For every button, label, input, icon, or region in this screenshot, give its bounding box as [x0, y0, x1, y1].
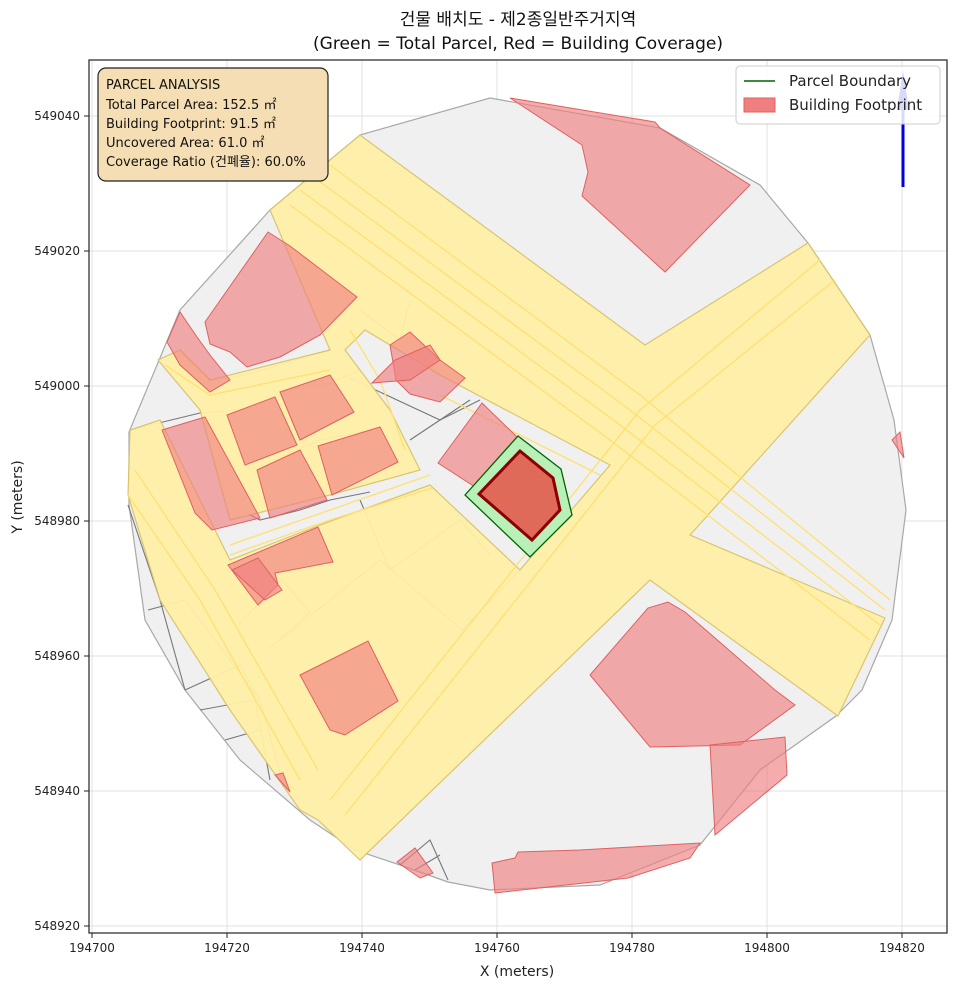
building-se-2 — [709, 736, 788, 837]
x-tick-label: 194700 — [69, 941, 115, 955]
legend: Parcel Boundary Building Footprint — [735, 65, 941, 125]
plot-frame — [88, 59, 948, 934]
info-coverage-ratio: Coverage Ratio (건폐율): 60.0% — [106, 155, 306, 170]
legend-building-label: Building Footprint — [789, 96, 922, 114]
y-tick-label: 548980 — [34, 514, 80, 528]
y-tick-label: 549020 — [34, 244, 80, 258]
y-tick-label: 548960 — [34, 649, 80, 663]
building-s-1 — [491, 842, 701, 894]
building-nw-small — [166, 310, 231, 393]
x-tick-label: 194800 — [744, 941, 790, 955]
x-tick-label: 194760 — [474, 941, 520, 955]
building-w-2 — [279, 374, 355, 441]
x-axis-label: X (meters) — [480, 964, 554, 980]
y-axis: 549040 549020 549000 548980 548960 54894… — [10, 109, 89, 933]
x-tick-label: 194820 — [879, 941, 925, 955]
y-axis-label: Y (meters) — [10, 460, 26, 534]
building-footprints — [161, 97, 905, 894]
info-total-area: Total Parcel Area: 152.5 ㎡ — [105, 98, 276, 113]
building-w-5 — [317, 426, 399, 496]
info-building-footprint: Building Footprint: 91.5 ㎡ — [106, 117, 276, 132]
building-se-large — [589, 601, 796, 748]
x-tick-label: 194740 — [339, 941, 385, 955]
road-lane-lines — [127, 164, 891, 816]
building-nw-large — [204, 231, 358, 368]
chart-title-line2: (Green = Total Parcel, Red = Building Co… — [313, 34, 723, 54]
building-w-4 — [256, 449, 328, 519]
building-north — [509, 97, 751, 273]
info-heading: PARCEL ANALYSIS — [106, 78, 220, 93]
target-building — [476, 448, 562, 543]
parcel-analysis-box: PARCEL ANALYSIS Total Parcel Area: 152.5… — [97, 67, 329, 182]
building-w-1 — [226, 396, 298, 466]
building-sw-1 — [231, 557, 283, 601]
building-center-n2 — [370, 344, 441, 384]
building-sw-2 — [299, 640, 399, 736]
building-e-edge — [891, 430, 905, 459]
info-uncovered-area: Uncovered Area: 61.0 ㎡ — [106, 136, 265, 151]
y-tick-label: 548920 — [34, 919, 80, 933]
x-tick-label: 194720 — [204, 941, 250, 955]
building-sw-edge — [274, 772, 291, 793]
y-tick-label: 549040 — [34, 109, 80, 123]
chart-title-line1: 건물 배치도 - 제2종일반주거지역 — [400, 10, 636, 30]
legend-parcel-label: Parcel Boundary — [789, 72, 911, 90]
x-axis: 194700 194720 194740 194760 194780 19480… — [69, 933, 925, 980]
y-tick-label: 548940 — [34, 784, 80, 798]
x-tick-label: 194780 — [609, 941, 655, 955]
legend-building-swatch — [743, 97, 776, 113]
building-w-3 — [161, 416, 261, 531]
y-tick-label: 549000 — [34, 379, 80, 393]
building-s-2 — [396, 847, 434, 879]
